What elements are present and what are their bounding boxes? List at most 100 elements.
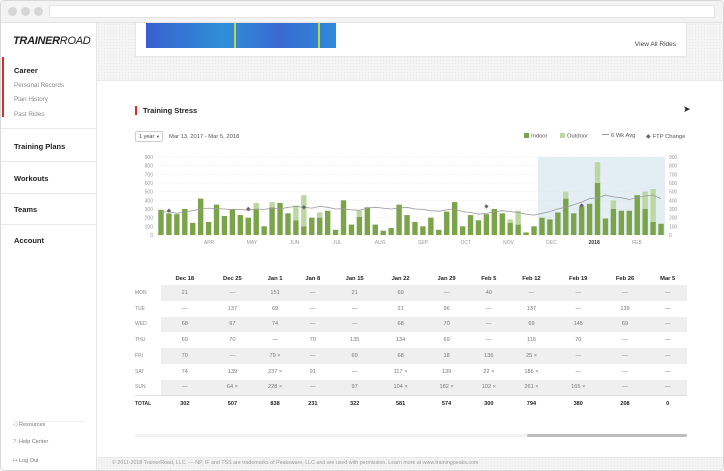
table-cell[interactable]: 574 [423,395,470,412]
table-cell[interactable]: 581 [377,395,424,412]
nav-workouts[interactable]: Workouts [14,174,49,183]
table-cell[interactable]: — [664,305,671,312]
table-cell[interactable]: 117 × [393,368,408,375]
table-cell[interactable]: 21 [161,285,209,301]
window-maximize-dot[interactable] [34,7,43,16]
table-cell[interactable]: 302 [161,395,209,412]
table-cell[interactable]: — [272,337,278,344]
table-cell[interactable]: 69 [443,337,450,344]
nav-teams[interactable]: Teams [14,205,38,214]
table-cell[interactable]: — [208,348,257,364]
table-cell[interactable]: 70 [423,316,470,333]
table-cell[interactable]: — [293,285,332,301]
table-cell[interactable]: 96 [443,305,450,312]
table-cell[interactable]: 68 [377,348,424,364]
table-cell[interactable]: — [293,316,332,333]
table-cell[interactable]: — [664,368,671,375]
table-cell[interactable]: — [309,305,316,312]
table-cell[interactable]: 64 × [208,379,257,396]
table-cell[interactable]: 21 [331,285,378,301]
table-cell[interactable]: 137 [526,305,537,312]
nav-resources[interactable]: ◁ Resources [13,421,85,428]
table-cell[interactable]: — [648,316,687,333]
table-cell[interactable]: 69 [271,305,279,312]
table-cell[interactable]: — [293,379,332,396]
table-cell[interactable]: 68 [377,316,424,333]
table-cell[interactable]: 380 [554,395,602,412]
table-cell[interactable]: 70 [575,337,582,344]
table-cell[interactable]: 69 [508,316,555,333]
table-cell[interactable]: 97 [331,379,378,396]
table-cell[interactable]: 97 [208,316,257,333]
nav-training-plans[interactable]: Training Plans [14,142,66,151]
table-cell[interactable]: 102 × [469,379,509,396]
table-cell[interactable]: — [601,379,649,396]
table-scrollbar-track[interactable] [135,434,687,437]
table-cell[interactable]: 22 × [483,368,495,375]
legend-avg[interactable]: 6 Wk Avg [602,133,635,139]
table-cell[interactable]: 70 [229,337,236,344]
table-cell[interactable]: 507 [208,395,257,412]
table-cell[interactable]: 40 [469,285,509,301]
table-cell[interactable]: 228 × [256,379,294,396]
nav-help-center[interactable]: ? Help Center [13,439,49,445]
table-cell[interactable]: — [508,285,555,301]
table-cell[interactable]: 74 [256,316,294,333]
table-cell[interactable]: — [648,379,687,396]
table-cell[interactable]: — [554,348,602,364]
table-cell[interactable]: 69 [377,285,424,301]
table-cell[interactable]: 70 [161,348,209,364]
table-cell[interactable]: 151 [256,285,294,301]
table-cell[interactable]: 79 × [256,348,294,364]
window-minimize-dot[interactable] [21,7,30,16]
ride-graph-thumbnail[interactable] [146,23,336,48]
table-cell[interactable]: 237 × [267,368,283,375]
table-cell[interactable]: 0 [648,395,687,412]
table-cell[interactable]: 21 [397,305,404,312]
table-cell[interactable]: — [486,305,492,312]
table-cell[interactable]: 139 [441,368,452,375]
table-cell[interactable]: 136 [469,348,509,364]
table-cell[interactable]: 74 [181,368,188,375]
table-cell[interactable]: — [575,368,582,375]
nav-career[interactable]: Career [14,66,38,75]
table-cell[interactable]: — [351,368,358,375]
table-cell[interactable]: — [554,285,602,301]
table-cell[interactable]: — [601,285,649,301]
table-cell[interactable]: — [575,305,582,312]
table-cell[interactable]: 322 [331,395,378,412]
trainerroad-logo[interactable]: TRAINERROAD [13,35,91,47]
table-cell[interactable]: — [161,379,209,396]
table-cell[interactable]: — [648,285,687,301]
table-cell[interactable]: — [331,316,378,333]
table-cell[interactable]: 104 × [377,379,424,396]
table-cell[interactable]: — [293,348,332,364]
table-cell[interactable]: 139 [620,305,630,312]
table-cell[interactable]: — [469,316,509,333]
table-scrollbar-thumb[interactable] [527,434,687,437]
table-cell[interactable]: — [664,337,671,344]
table-cell[interactable]: 69 [181,337,188,344]
table-cell[interactable]: 838 [256,395,294,412]
nav-past-rides[interactable]: Past Rides [14,111,45,118]
range-select[interactable]: 1 year ▼ [135,131,163,142]
legend-indoor[interactable]: Indoor [524,133,547,140]
address-bar[interactable] [49,5,715,18]
table-cell[interactable]: — [601,348,649,364]
table-cell[interactable]: 261 × [508,379,555,396]
nav-personal-records[interactable]: Personal Records [14,82,65,89]
table-cell[interactable]: 208 [601,395,649,412]
table-cell[interactable]: — [351,305,358,312]
legend-outdoor[interactable]: Outdoor [560,133,588,140]
table-cell[interactable]: — [622,337,628,344]
nav-account[interactable]: Account [14,236,44,245]
table-cell[interactable]: — [622,368,628,375]
table-cell[interactable]: — [182,305,188,312]
table-cell[interactable]: 134 [395,337,406,344]
table-cell[interactable]: 794 [508,395,555,412]
table-cell[interactable]: 68 [161,316,209,333]
table-cell[interactable]: — [648,348,687,364]
table-cell[interactable]: 70 [309,337,316,344]
view-all-rides-link[interactable]: View All Rides [634,41,676,48]
table-cell[interactable]: — [486,337,492,344]
